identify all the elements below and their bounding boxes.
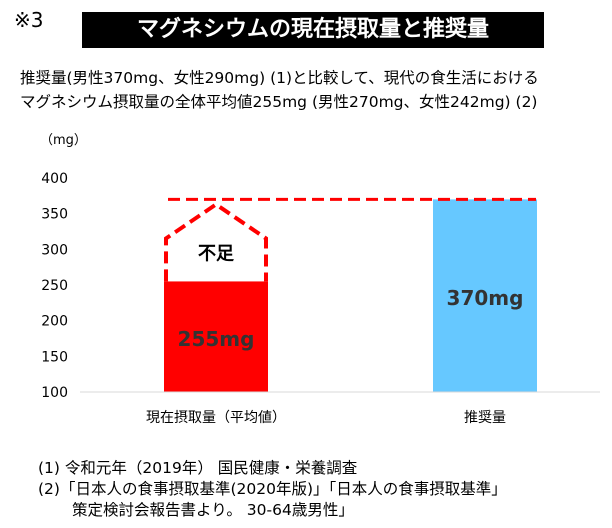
footnote-1: (1) 令和元年（2019年） 国民健康・栄養調査	[38, 459, 358, 477]
y-tick-label: 100	[41, 385, 68, 401]
x-tick-label: 推奨量	[464, 410, 506, 426]
footnote-3: 策定検討会報告書より。 30-64歳男性」	[72, 501, 354, 519]
y-tick-label: 400	[41, 171, 68, 187]
footnote-2: (2)「日本人の食事摂取基準(2020年版)」「日本人の食事摂取基準」	[38, 480, 507, 498]
y-tick-label: 200	[41, 314, 68, 330]
bar-data-label: 370mg	[447, 286, 524, 310]
bar-data-label: 255mg	[178, 327, 255, 351]
bar-chart: （mg） 100 150 200 250 300 350 400 255mg 現在摂取量（平均値）…	[40, 133, 600, 426]
chart-title: マグネシウムの現在摂取量と推奨量	[82, 12, 544, 48]
y-tick-label: 300	[41, 242, 68, 258]
description-line-2: マグネシウム摂取量の全体平均値255mg (男性270mg、女性242mg) (…	[20, 93, 538, 111]
note-label: ※3	[14, 8, 44, 32]
y-axis-label: （mg）	[40, 133, 87, 148]
y-tick-label: 250	[41, 278, 68, 294]
shortfall-outline	[164, 201, 268, 282]
bar-0	[164, 281, 268, 392]
y-tick-label: 150	[41, 349, 68, 365]
shortfall-label: 不足	[198, 243, 234, 264]
description-line-1: 推奨量(男性370mg、女性290mg) (1)と比較して、現代の食生活における	[20, 69, 539, 87]
bar-1	[433, 199, 537, 392]
x-tick-label: 現在摂取量（平均値）	[146, 410, 286, 426]
y-tick-label: 350	[41, 207, 68, 223]
